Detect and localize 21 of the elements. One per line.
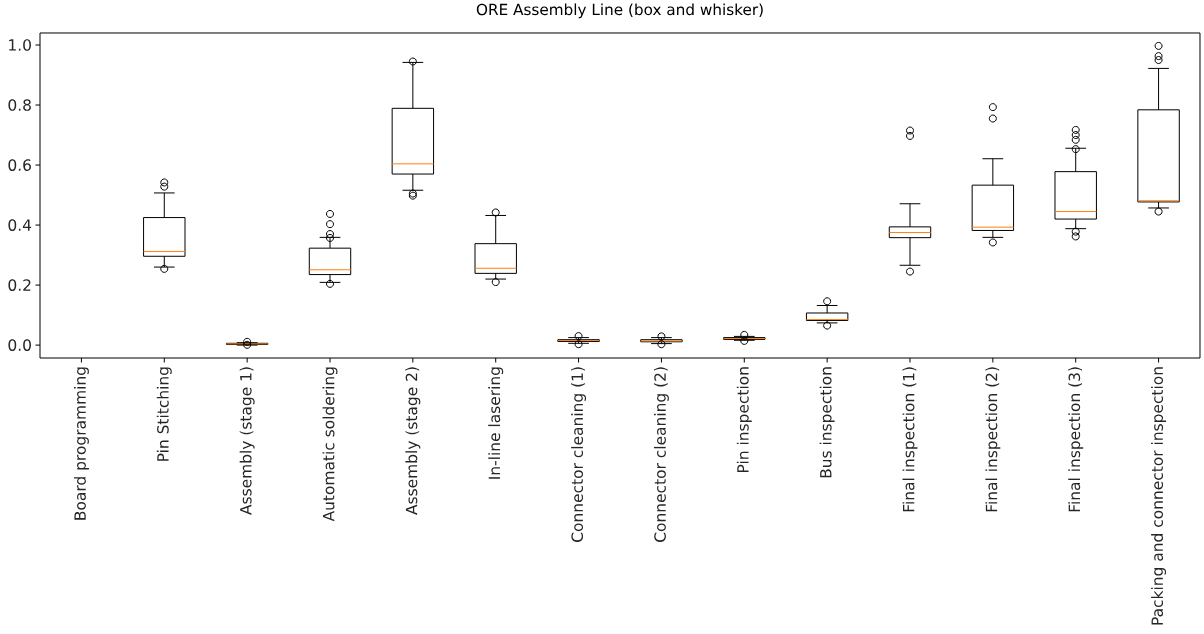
y-tick-label: 0.8: [8, 99, 31, 111]
x-tick-label: Packing and connector inspection: [1151, 367, 1167, 625]
x-tick-label: Bus inspection: [819, 367, 835, 478]
x-tick-label: Assembly (stage 1): [239, 367, 255, 515]
x-tick-label: Automatic soldering: [322, 367, 338, 522]
y-tick-label: 0.6: [8, 159, 31, 171]
x-tick-label: Final inspection (2): [985, 367, 1001, 512]
x-tick-label: Final inspection (1): [902, 367, 918, 512]
x-tick-label: Pin inspection: [736, 367, 752, 472]
y-tick-label: 1.0: [9, 39, 31, 51]
y-tick-label: 0.2: [8, 279, 31, 291]
x-tick-label: Pin Stitching: [156, 367, 172, 461]
x-tick-label: In-line lasering: [488, 367, 504, 479]
y-tick-label: 0.4: [8, 219, 32, 231]
x-tick-label: Final inspection (3): [1068, 367, 1084, 512]
x-tick-label: Connector cleaning (1): [571, 367, 587, 542]
x-tick-label: Board programming: [73, 367, 89, 520]
x-tick-label: Assembly (stage 2): [405, 367, 421, 515]
x-tick-label: Connector cleaning (2): [653, 367, 669, 542]
chart-title: ORE Assembly Line (box and whisker): [476, 3, 763, 19]
y-tick-label: 0.0: [8, 339, 31, 351]
